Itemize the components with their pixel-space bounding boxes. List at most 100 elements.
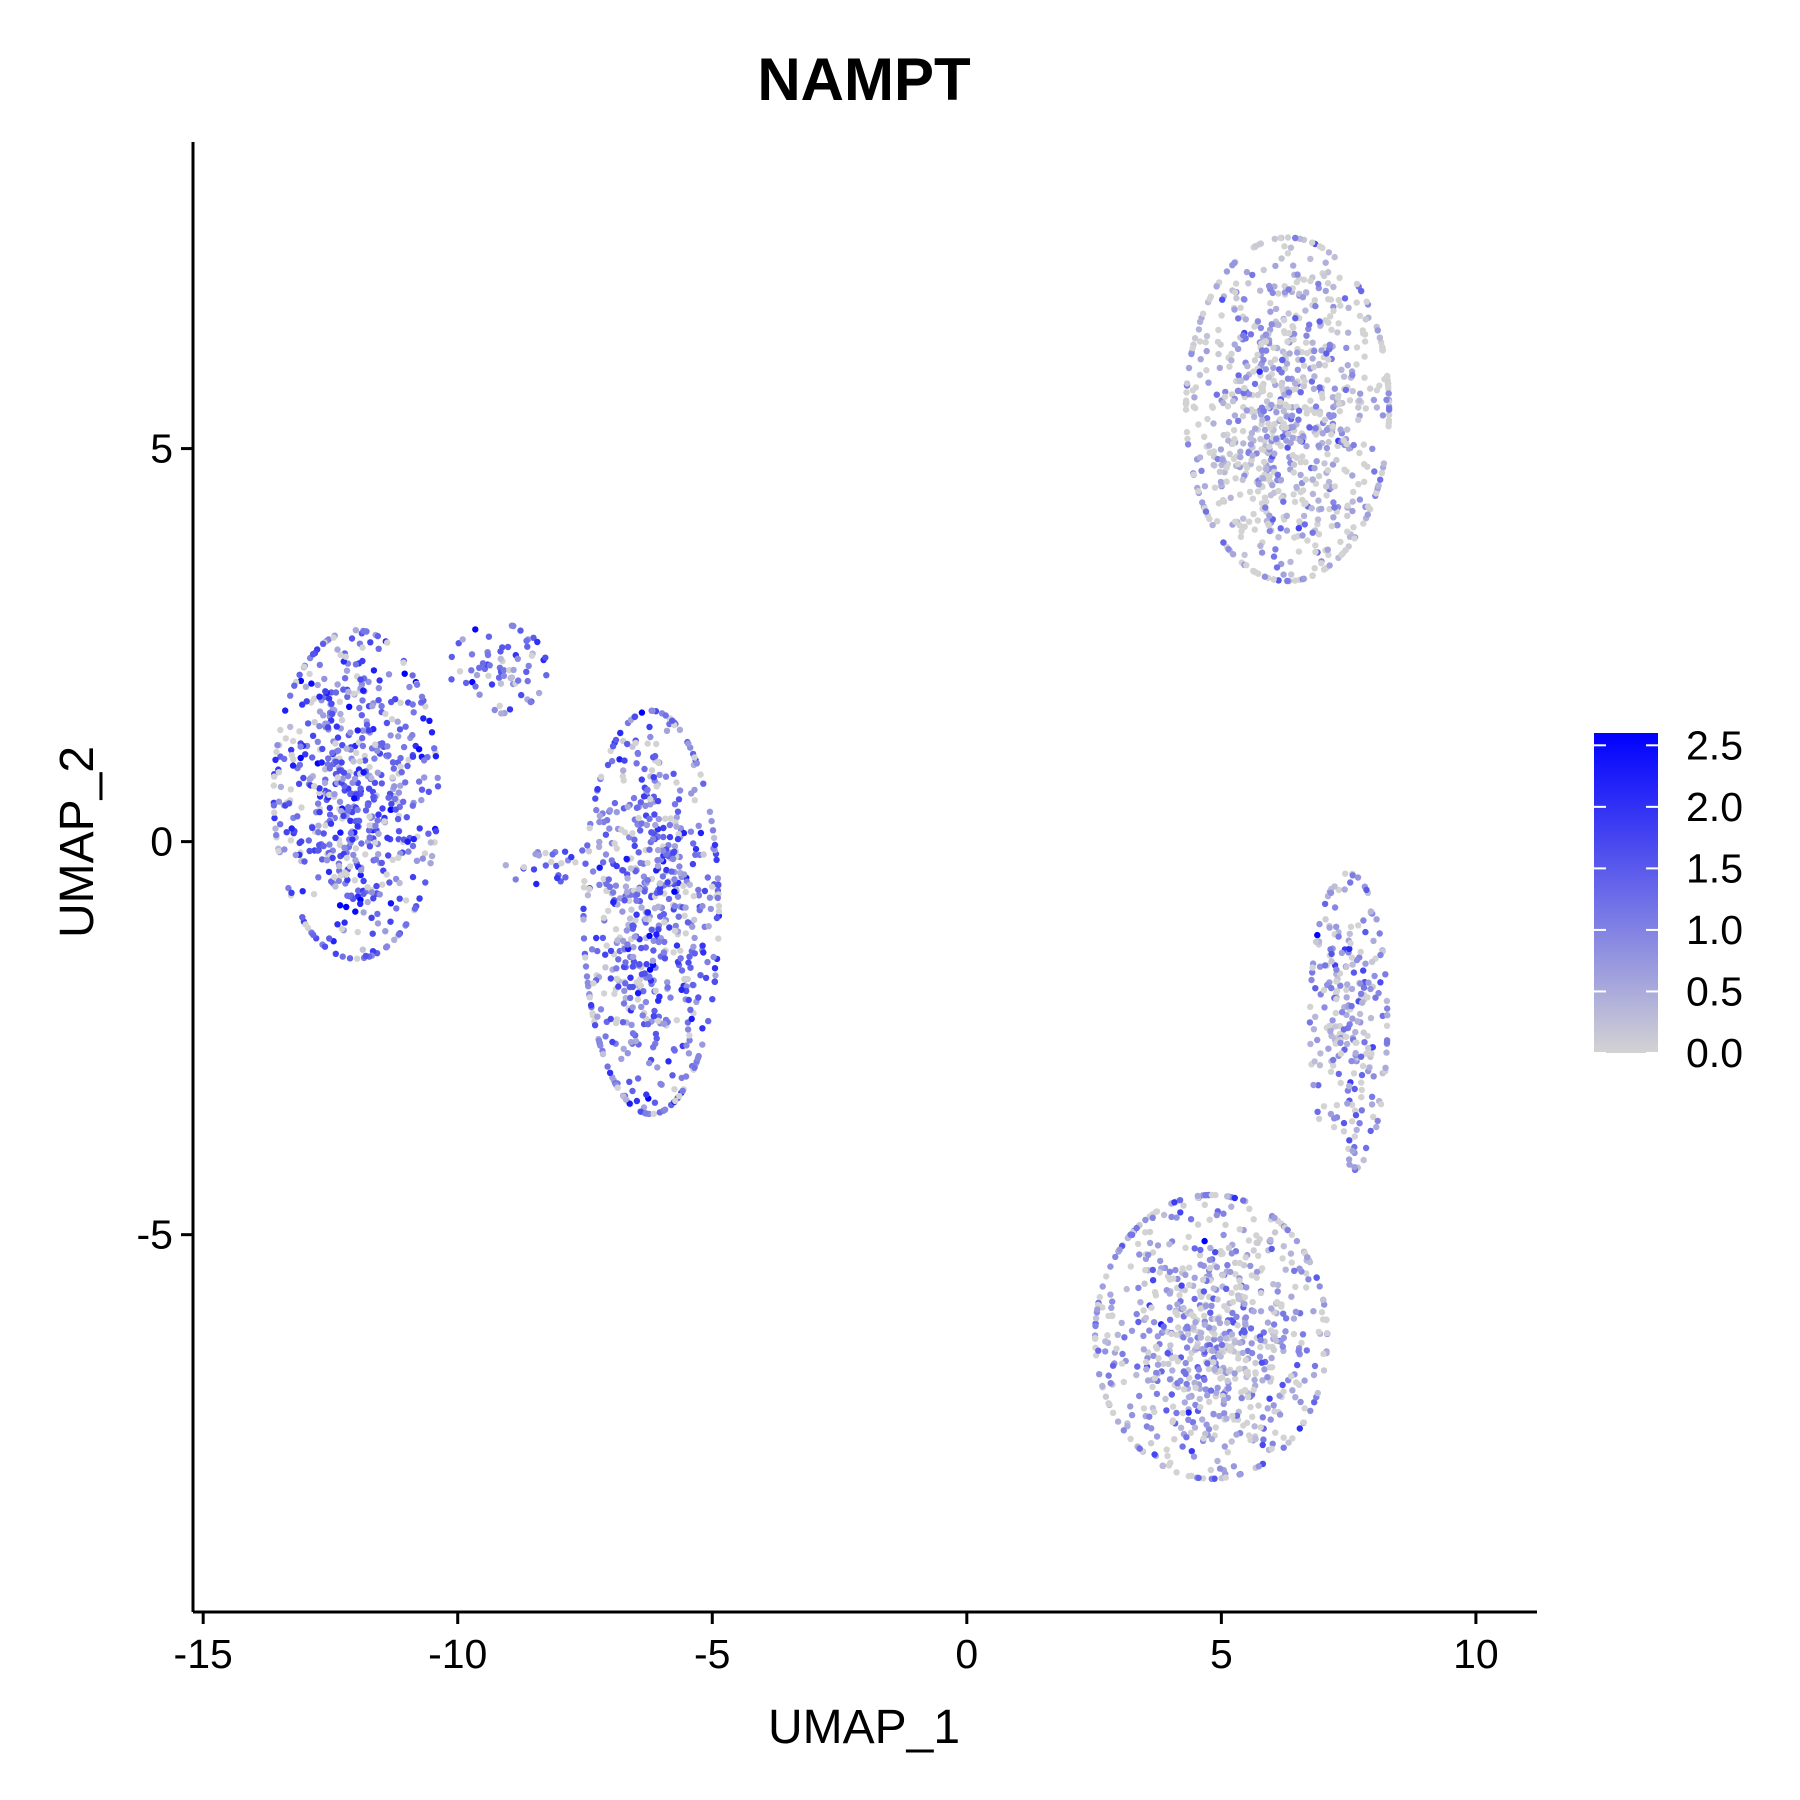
cell-point	[402, 897, 410, 904]
cell-point	[508, 674, 516, 681]
cell-point	[1195, 421, 1202, 428]
cell-point	[694, 1055, 702, 1062]
cell-point	[378, 702, 385, 710]
cell-point	[1188, 350, 1195, 358]
cell-point	[1148, 1425, 1155, 1432]
cell-point	[593, 806, 600, 814]
cell-point	[1235, 1295, 1242, 1303]
cell-point	[1294, 366, 1302, 373]
cell-point	[1216, 1367, 1224, 1375]
cell-point	[1349, 472, 1356, 479]
cell-point	[1235, 345, 1242, 353]
cell-point	[321, 943, 329, 950]
cell-point	[306, 847, 313, 855]
cell-point	[1329, 461, 1337, 468]
cell-point	[542, 654, 549, 661]
cell-point	[1112, 1253, 1119, 1261]
cell-point	[632, 1037, 640, 1045]
cell-point	[472, 683, 479, 690]
cell-point	[1222, 1221, 1229, 1229]
cell-point	[1291, 498, 1299, 506]
cell-point	[329, 854, 336, 862]
cell-point	[643, 1091, 650, 1098]
cell-point	[1383, 1022, 1391, 1029]
cell-point	[1206, 1256, 1214, 1264]
cell-point	[1181, 1286, 1189, 1294]
cell-point	[335, 862, 343, 870]
cell-point	[591, 1021, 599, 1029]
cell-point	[586, 994, 593, 1001]
cell-point	[1284, 250, 1292, 257]
cell-point	[277, 821, 284, 828]
cell-point	[670, 949, 677, 956]
cell-point	[1188, 1311, 1195, 1318]
cell-point	[1332, 1009, 1340, 1017]
cell-point	[523, 668, 530, 675]
cell-point	[686, 881, 693, 888]
cell-point	[1140, 1332, 1147, 1340]
cell-point	[1264, 1343, 1272, 1350]
cell-point	[629, 1004, 636, 1011]
cell-point	[315, 822, 322, 829]
cell-point	[1297, 471, 1304, 479]
cell-point	[1121, 1334, 1128, 1341]
cell-point	[289, 762, 297, 769]
cell-point	[1349, 1015, 1356, 1022]
cell-point	[1215, 1315, 1222, 1323]
cell-point	[1350, 969, 1358, 976]
cell-point	[1219, 296, 1226, 303]
cell-point	[686, 1037, 693, 1044]
cell-point	[1309, 476, 1317, 483]
cell-point	[1164, 1452, 1171, 1460]
cell-point	[1332, 1023, 1339, 1030]
cell-point	[1302, 289, 1310, 296]
cell-point	[1311, 1058, 1318, 1065]
cell-point	[375, 851, 382, 858]
cell-point	[363, 628, 370, 635]
cell-point	[553, 862, 560, 870]
cell-point	[1241, 551, 1248, 559]
colorbar-tick-label: 2.5	[1686, 722, 1743, 768]
cell-point	[1299, 294, 1307, 301]
cell-point	[606, 825, 613, 832]
cell-point	[1172, 1309, 1179, 1316]
cell-point	[282, 707, 289, 714]
cell-point	[1362, 405, 1370, 412]
cell-point	[1350, 488, 1357, 496]
cell-point	[347, 729, 354, 736]
cell-point	[347, 817, 354, 824]
cell-point	[1348, 1101, 1356, 1109]
cell-point	[1244, 1368, 1251, 1376]
cell-point	[1371, 468, 1378, 475]
cell-point	[655, 815, 662, 823]
cell-point	[650, 947, 657, 954]
cell-point	[1153, 1433, 1161, 1440]
cell-point	[1236, 1226, 1244, 1233]
cell-point	[299, 888, 306, 895]
cell-point	[1273, 1298, 1281, 1306]
cell-point	[584, 979, 591, 986]
cell-point	[499, 644, 506, 651]
cell-point	[1140, 1307, 1147, 1314]
cell-point	[1264, 520, 1272, 528]
cell-point	[1141, 1280, 1148, 1287]
cell-point	[638, 776, 645, 783]
cell-point	[1149, 1249, 1157, 1256]
cell-point	[1232, 1271, 1239, 1278]
cell-point	[1208, 1302, 1215, 1310]
cell-point	[1348, 1118, 1356, 1125]
cell-point	[1324, 546, 1332, 553]
cell-point	[508, 622, 516, 629]
cell-point	[354, 806, 361, 814]
cell-point	[406, 683, 413, 691]
cell-point	[1262, 366, 1270, 373]
cell-point	[1360, 967, 1367, 974]
cell-point	[1201, 1201, 1209, 1209]
cell-point	[359, 727, 367, 734]
cell-point	[1206, 449, 1214, 456]
cell-point	[409, 672, 416, 679]
cell-point	[332, 883, 339, 890]
cell-point	[1240, 389, 1247, 397]
cell-point	[1297, 488, 1304, 496]
cell-point	[554, 874, 561, 882]
